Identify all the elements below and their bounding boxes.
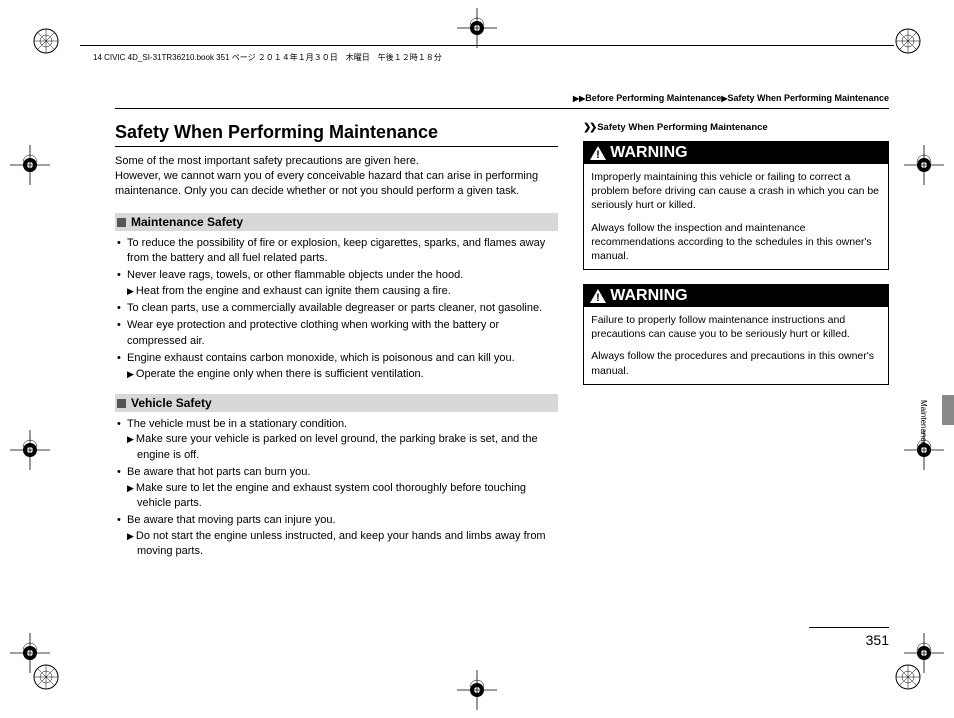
- breadcrumb-sec1: Before Performing Maintenance: [585, 93, 721, 103]
- triangle-icon: ▶: [127, 434, 134, 444]
- crop-mark-icon: [457, 8, 497, 48]
- sub-item: ▶Make sure to let the engine and exhaust…: [127, 481, 558, 512]
- intro-text: Some of the most important safety precau…: [115, 154, 558, 199]
- warning-box: ! WARNING Improperly maintaining this ve…: [583, 141, 889, 270]
- list-item: Be aware that hot parts can burn you. ▶M…: [115, 465, 558, 511]
- warning-text: Always follow the procedures and precaut…: [591, 349, 881, 377]
- warning-triangle-icon: !: [590, 289, 606, 303]
- main-column: Safety When Performing Maintenance Some …: [115, 122, 558, 668]
- sub-item: ▶Operate the engine only when there is s…: [127, 367, 558, 382]
- list-item: Wear eye protection and protective cloth…: [115, 318, 558, 349]
- heading-text: Vehicle Safety: [131, 396, 212, 410]
- warning-text: Always follow the inspection and mainten…: [591, 221, 881, 264]
- bullet-text: Be aware that hot parts can burn you.: [127, 466, 310, 478]
- bullet-text: To clean parts, use a commercially avail…: [127, 302, 542, 314]
- book-info: 14 CIVIC 4D_SI-31TR36210.book 351 ページ ２０…: [93, 52, 442, 63]
- maintenance-safety-list: To reduce the possibility of fire or exp…: [115, 236, 558, 383]
- double-arrow-icon: ❯❯: [583, 122, 595, 133]
- bullet-text: Engine exhaust contains carbon monoxide,…: [127, 352, 515, 364]
- heading-square-icon: [117, 218, 126, 227]
- triangle-icon: ▶: [127, 369, 134, 379]
- sub-item: ▶Do not start the engine unless instruct…: [127, 529, 558, 560]
- sub-text: Heat from the engine and exhaust can ign…: [136, 285, 451, 297]
- section-tab: [942, 395, 954, 425]
- warning-header: ! WARNING: [584, 142, 888, 164]
- triangle-icon: ▶: [127, 483, 134, 493]
- warning-head-text: WARNING: [610, 144, 687, 162]
- list-item: To reduce the possibility of fire or exp…: [115, 236, 558, 267]
- vehicle-safety-list: The vehicle must be in a stationary cond…: [115, 417, 558, 560]
- page-title: Safety When Performing Maintenance: [115, 122, 558, 143]
- sub-text: Make sure your vehicle is parked on leve…: [136, 433, 538, 460]
- header-rule: [80, 45, 894, 46]
- side-note: ❯❯Safety When Performing Maintenance: [583, 122, 889, 133]
- warning-text: Improperly maintaining this vehicle or f…: [591, 170, 881, 213]
- warning-header: ! WARNING: [584, 285, 888, 307]
- list-item: Engine exhaust contains carbon monoxide,…: [115, 351, 558, 382]
- registration-mark-icon: [30, 25, 62, 57]
- bullet-text: The vehicle must be in a stationary cond…: [127, 418, 347, 430]
- list-item: Never leave rags, towels, or other flamm…: [115, 268, 558, 299]
- warning-box: ! WARNING Failure to properly follow mai…: [583, 284, 889, 385]
- svg-text:!: !: [596, 149, 600, 160]
- bullet-text: Never leave rags, towels, or other flamm…: [127, 269, 463, 281]
- heading-square-icon: [117, 399, 126, 408]
- bullet-text: Be aware that moving parts can injure yo…: [127, 514, 336, 526]
- sub-text: Operate the engine only when there is su…: [136, 368, 424, 380]
- breadcrumb: ▶▶Before Performing Maintenance▶Safety W…: [573, 93, 889, 103]
- triangle-icon: ▶: [127, 286, 134, 296]
- warning-body: Failure to properly follow maintenance i…: [584, 307, 888, 384]
- pagenum-rule: [809, 627, 889, 628]
- warning-text: Failure to properly follow maintenance i…: [591, 313, 881, 341]
- list-item: Be aware that moving parts can injure yo…: [115, 513, 558, 559]
- crop-mark-icon: [10, 633, 50, 673]
- crop-mark-icon: [904, 145, 944, 185]
- registration-mark-icon: [892, 25, 924, 57]
- title-rule: [115, 146, 558, 147]
- sub-text: Do not start the engine unless instructe…: [136, 530, 546, 557]
- svg-text:!: !: [596, 292, 600, 303]
- warning-body: Improperly maintaining this vehicle or f…: [584, 164, 888, 269]
- crop-mark-icon: [10, 145, 50, 185]
- crop-mark-icon: [10, 430, 50, 470]
- sub-item: ▶Heat from the engine and exhaust can ig…: [127, 284, 558, 299]
- bullet-text: Wear eye protection and protective cloth…: [127, 319, 499, 346]
- breadcrumb-rule: [115, 108, 889, 109]
- page-number: 351: [866, 632, 889, 648]
- warning-head-text: WARNING: [610, 287, 687, 305]
- sub-text: Make sure to let the engine and exhaust …: [136, 482, 526, 509]
- section-tab-label: Maintenance: [919, 400, 928, 446]
- triangle-icon: ▶: [127, 531, 134, 541]
- breadcrumb-arrow-icon: ▶▶: [573, 94, 585, 103]
- bullet-text: To reduce the possibility of fire or exp…: [127, 237, 545, 264]
- crop-mark-icon: [904, 633, 944, 673]
- heading-text: Maintenance Safety: [131, 215, 243, 229]
- list-item: The vehicle must be in a stationary cond…: [115, 417, 558, 463]
- side-column: ❯❯Safety When Performing Maintenance ! W…: [583, 122, 889, 668]
- sub-item: ▶Make sure your vehicle is parked on lev…: [127, 432, 558, 463]
- side-note-text: Safety When Performing Maintenance: [597, 122, 768, 133]
- section-heading-vehicle-safety: Vehicle Safety: [115, 394, 558, 412]
- section-heading-maintenance-safety: Maintenance Safety: [115, 213, 558, 231]
- list-item: To clean parts, use a commercially avail…: [115, 301, 558, 316]
- crop-mark-icon: [457, 670, 497, 710]
- warning-triangle-icon: !: [590, 146, 606, 160]
- breadcrumb-sec2: Safety When Performing Maintenance: [727, 93, 889, 103]
